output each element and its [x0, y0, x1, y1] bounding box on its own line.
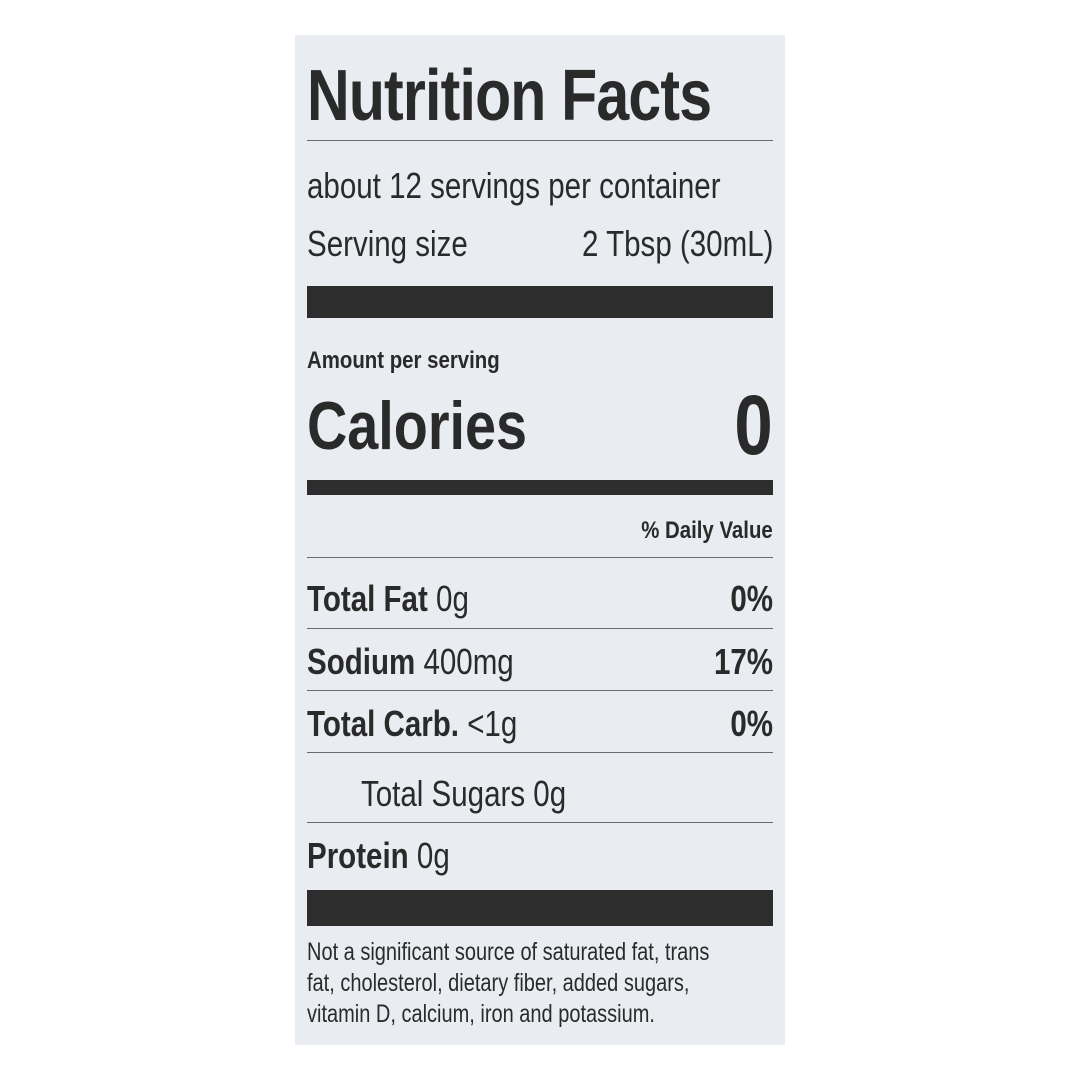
thick-divider [307, 890, 773, 926]
amount-per-serving: Amount per serving [307, 347, 500, 374]
divider [307, 822, 773, 823]
calories-label: Calories [307, 388, 528, 464]
footnote-line: vitamin D, calcium, iron and potassium. [307, 1000, 655, 1028]
nutrient-name: Total Sugars [361, 773, 526, 814]
divider [307, 140, 773, 141]
nutrient-name: Total Fat [307, 578, 428, 619]
serving-size-value: 2 Tbsp (30mL) [581, 223, 773, 264]
nutrient-amount: 0g [416, 835, 450, 876]
nutrient-dv: 0% [730, 703, 773, 744]
nutrient-dv: 17% [713, 641, 773, 682]
nutrient-name: Total Carb. [307, 703, 459, 744]
nutrient-dv: 0% [730, 578, 773, 619]
daily-value-header: % Daily Value [641, 517, 773, 544]
divider [307, 752, 773, 753]
nutrition-facts-label: Nutrition Facts about 12 servings per co… [295, 35, 785, 1045]
nutrient-amount: <1g [467, 703, 518, 744]
divider [307, 557, 773, 558]
divider [307, 628, 773, 629]
divider [307, 690, 773, 691]
nutrient-name: Sodium [307, 641, 416, 682]
footnote-line: fat, cholesterol, dietary fiber, added s… [307, 969, 690, 997]
calories-value: 0 [734, 378, 773, 472]
nutrient-amount: 0g [533, 773, 567, 814]
nutrient-name: Protein [307, 835, 409, 876]
servings-per-container: about 12 servings per container [307, 165, 721, 206]
serving-size-label: Serving size [307, 223, 468, 264]
thick-divider [307, 286, 773, 318]
nutrient-amount: 400mg [423, 641, 514, 682]
nutrient-amount: 0g [436, 578, 469, 619]
label-title: Nutrition Facts [307, 56, 712, 136]
footnote: Not a significant source of saturated fa… [307, 937, 709, 1030]
footnote-line: Not a significant source of saturated fa… [307, 938, 710, 966]
medium-divider [307, 480, 773, 495]
